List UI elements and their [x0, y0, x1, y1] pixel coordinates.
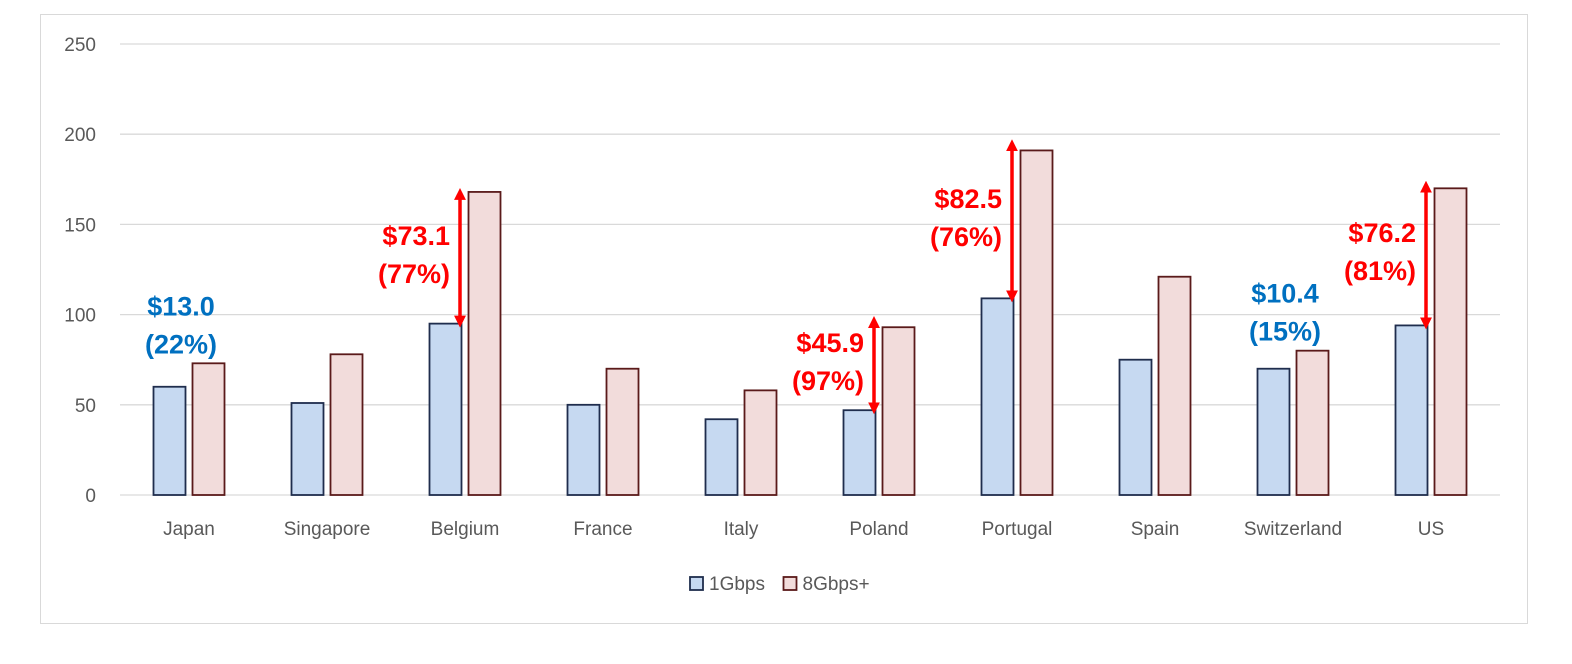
bar-1gbps-spain: [1118, 358, 1153, 496]
bar-8gbps-spain: [1157, 275, 1192, 496]
annotation-amount: $13.0: [147, 291, 215, 321]
annotation-percent: (15%): [1249, 317, 1321, 347]
legend-item-1gbps: 1Gbps: [689, 574, 765, 595]
annotation-amount: $10.4: [1251, 279, 1319, 309]
y-tick-label-50: 50: [75, 396, 96, 417]
y-tick-label-150: 150: [64, 215, 96, 236]
x-tick-label-italy: Italy: [724, 519, 759, 540]
bar-1gbps-japan: [152, 385, 187, 496]
annotation-japan: $13.0 (22%): [145, 291, 217, 359]
annotation-amount: $82.5: [934, 184, 1002, 214]
x-tick-label-switzerland: Switzerland: [1244, 519, 1342, 540]
bar-1gbps-poland: [842, 409, 877, 496]
annotation-percent: (76%): [930, 222, 1002, 252]
x-tick-label-japan: Japan: [163, 519, 215, 540]
bar-1gbps-switzerland: [1256, 367, 1291, 496]
bar-1gbps-singapore: [290, 402, 325, 496]
legend-label: 8Gbps+: [803, 574, 870, 595]
annotation-percent: (97%): [792, 366, 864, 396]
annotation-poland: $45.9 (97%): [792, 316, 880, 415]
annotation-portugal: $82.5 (76%): [930, 139, 1018, 303]
bar-1gbps-us: [1394, 324, 1429, 496]
x-axis-ticks: Japan Singapore Belgium France Italy Poland Po…: [163, 519, 1444, 540]
bar-1gbps-portugal: [980, 297, 1015, 496]
bar-8gbps-switzerland: [1295, 349, 1330, 496]
annotation-amount: $73.1: [382, 221, 450, 251]
chart-frame: [40, 14, 1528, 624]
bar-8gbps-belgium: [467, 191, 502, 496]
annotation-switzerland: $10.4 (15%): [1249, 279, 1321, 347]
annotation-percent: (22%): [145, 329, 217, 359]
bar-8gbps-singapore: [329, 353, 364, 496]
legend-item-8gbps: 8Gbps+: [782, 574, 870, 595]
gridlines: [120, 43, 1500, 496]
legend-swatch: [689, 576, 704, 591]
legend-label: 1Gbps: [709, 574, 765, 595]
bar-8gbps-japan: [191, 362, 226, 496]
bar-1gbps-italy: [704, 418, 739, 496]
bar-1gbps-france: [566, 403, 601, 496]
x-tick-label-france: France: [573, 519, 632, 540]
x-tick-label-belgium: Belgium: [431, 519, 500, 540]
bars: [152, 149, 1468, 496]
x-tick-label-spain: Spain: [1131, 519, 1180, 540]
annotation-amount: $45.9: [796, 328, 864, 358]
y-axis-ticks: 0 50 100 150 200 250: [64, 35, 96, 507]
y-tick-label-100: 100: [64, 306, 96, 327]
legend-swatch: [782, 576, 798, 591]
x-tick-label-poland: Poland: [849, 519, 908, 540]
bar-8gbps-italy: [743, 389, 778, 496]
x-tick-label-portugal: Portugal: [982, 519, 1053, 540]
y-tick-label-0: 0: [85, 486, 96, 507]
bar-8gbps-portugal: [1019, 149, 1054, 496]
y-tick-label-200: 200: [64, 125, 96, 146]
y-tick-label-250: 250: [64, 35, 96, 56]
annotation-amount: $76.2: [1348, 218, 1416, 248]
bar-1gbps-belgium: [428, 322, 463, 496]
x-tick-label-singapore: Singapore: [284, 519, 371, 540]
annotation-percent: (77%): [378, 259, 450, 289]
bar-8gbps-us: [1433, 187, 1468, 496]
x-tick-label-us: US: [1418, 519, 1444, 540]
annotations: $13.0 (22%) $73.1 (77%) $45.9 (97%) $82.5 (76%)…: [145, 139, 1432, 415]
annotation-belgium: $73.1 (77%): [378, 187, 466, 328]
annotation-us: $76.2 (81%): [1344, 180, 1432, 330]
legend: 1Gbps 8Gbps+: [689, 574, 870, 595]
bar-8gbps-france: [605, 367, 640, 496]
annotation-percent: (81%): [1344, 256, 1416, 286]
bar-8gbps-poland: [881, 326, 916, 496]
